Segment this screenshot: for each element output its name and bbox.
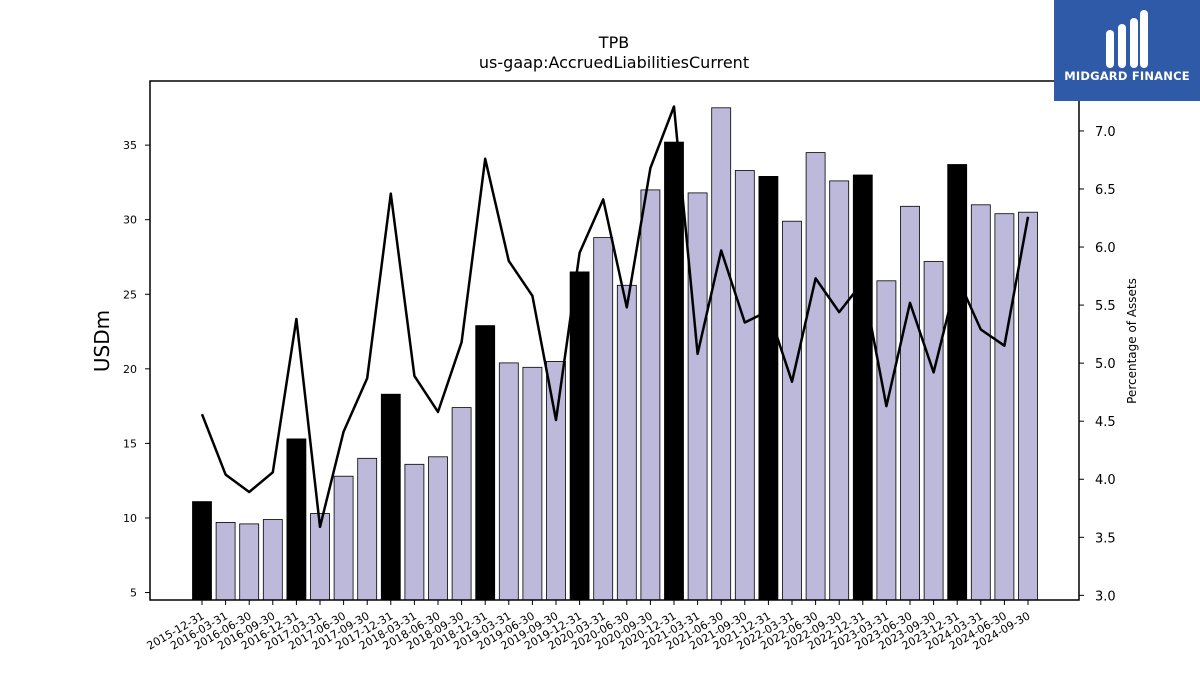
bar xyxy=(593,237,614,601)
bar xyxy=(758,175,779,601)
y2-tick-label: 6.5 xyxy=(1095,183,1116,198)
x-axis: 2015-12-312016-03-312016-06-302016-09-30… xyxy=(145,600,1033,653)
y-tick-label: 20 xyxy=(123,363,137,376)
y-tick-label: 35 xyxy=(123,139,137,152)
bar xyxy=(852,174,873,601)
bar xyxy=(923,261,944,601)
bar xyxy=(994,213,1015,601)
bar xyxy=(805,152,826,601)
y2-tick-label: 3.5 xyxy=(1095,531,1116,546)
bar xyxy=(475,325,496,601)
bar xyxy=(1018,211,1038,601)
y2-tick-label: 5.0 xyxy=(1095,357,1116,372)
bar xyxy=(192,501,212,601)
bar xyxy=(333,475,354,601)
bar xyxy=(876,280,897,601)
bar xyxy=(262,519,283,601)
bar xyxy=(782,220,802,601)
y-axis-label: USDm xyxy=(90,310,114,372)
y2-tick-label: 6.0 xyxy=(1095,241,1116,256)
bar xyxy=(687,192,708,601)
series-line xyxy=(200,105,1030,529)
y-axis: 5 10 15 20 25 30 35 xyxy=(123,139,150,600)
chart-subtitle: us-gaap:AccruedLiabilitiesCurrent xyxy=(479,53,749,72)
bar xyxy=(664,141,684,601)
bar xyxy=(829,180,850,601)
bar xyxy=(616,284,637,601)
bar xyxy=(404,463,425,601)
bar xyxy=(640,189,661,601)
bar xyxy=(546,360,566,601)
y-tick-label: 15 xyxy=(123,437,137,450)
y2-axis: 3.0 3.5 4.0 4.5 5.0 5.5 6.0 6.5 7.0 xyxy=(1079,125,1116,604)
bar xyxy=(498,362,519,601)
y2-tick-label: 7.0 xyxy=(1095,125,1116,140)
logo-text: MIDGARD FINANCE xyxy=(1064,69,1190,83)
bar xyxy=(734,170,755,601)
bar xyxy=(970,204,991,601)
bar xyxy=(451,407,472,601)
y2-tick-label: 4.0 xyxy=(1095,473,1116,488)
bar xyxy=(947,164,968,601)
bar xyxy=(569,271,590,601)
y2-tick-label: 3.0 xyxy=(1095,589,1116,604)
y-tick-label: 5 xyxy=(130,587,137,600)
y2-axis-label: Percentage of Assets xyxy=(1125,278,1139,404)
bar xyxy=(522,366,543,601)
y2-tick-label: 4.5 xyxy=(1095,415,1116,430)
bar xyxy=(239,523,260,601)
bar xyxy=(900,205,920,601)
bar xyxy=(380,393,401,601)
bars-group xyxy=(192,107,1038,601)
y2-tick-label: 5.5 xyxy=(1095,299,1116,314)
y-tick-label: 25 xyxy=(123,288,137,301)
bar xyxy=(215,522,236,601)
bar xyxy=(428,456,448,601)
bar xyxy=(357,457,378,601)
bar xyxy=(286,438,307,601)
logo-mark-icon xyxy=(1106,10,1148,68)
line-group xyxy=(200,105,1030,529)
y-tick-label: 10 xyxy=(123,512,137,525)
y-tick-label: 30 xyxy=(123,214,137,227)
brand-logo: MIDGARD FINANCE xyxy=(1054,0,1200,101)
plot-frame xyxy=(149,80,1080,601)
chart-title: TPB xyxy=(598,33,629,52)
bar xyxy=(711,107,732,601)
